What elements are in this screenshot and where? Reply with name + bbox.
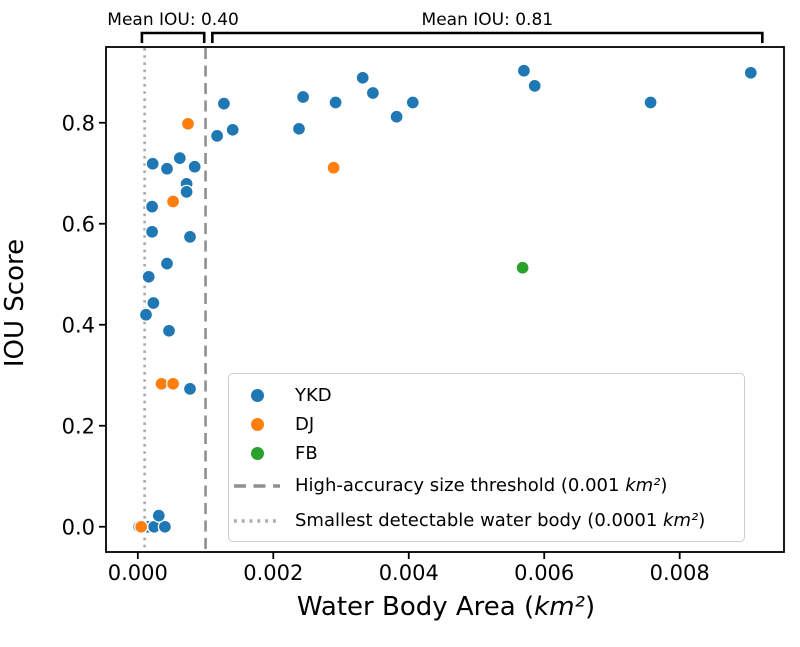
data-point-ykd — [516, 63, 532, 78]
data-point-ykd — [216, 96, 232, 111]
data-point-dj — [165, 376, 181, 391]
data-point-ykd — [157, 519, 173, 534]
data-point-ykd — [179, 184, 194, 200]
x-tick-label: 0.004 — [379, 561, 439, 585]
mean-iou-bracket — [211, 31, 764, 43]
mean-iou-label: Mean IOU: 0.81 — [422, 10, 554, 30]
legend-item: Smallest detectable water body (0.0001 k… — [229, 503, 744, 538]
data-point-ykd — [144, 224, 160, 239]
data-point-ykd — [328, 95, 343, 110]
legend-item: DJ — [229, 410, 744, 439]
data-point-ykd — [527, 78, 542, 94]
data-point-ykd — [187, 159, 202, 174]
legend-box: YKD DJ FB High-accuracy size threshold (0.0… — [228, 373, 745, 542]
data-point-ykd — [141, 269, 156, 284]
legend-dot-marker — [229, 447, 285, 460]
y-tick-label: 0.0 — [62, 515, 95, 539]
data-point-ykd — [151, 508, 166, 523]
data-point-ykd — [159, 256, 175, 271]
data-point-ykd — [389, 109, 404, 124]
legend-dot-marker — [229, 389, 285, 402]
legend-item: High-accuracy size threshold (0.001 km²) — [229, 468, 744, 503]
legend-item-label: FB — [295, 443, 318, 464]
data-point-ykd — [145, 156, 160, 171]
x-tick-label: 0.008 — [650, 561, 710, 585]
data-point-ykd — [182, 229, 198, 245]
data-point-ykd — [643, 95, 658, 110]
x-tick-label: 0.002 — [243, 561, 303, 585]
data-point-ykd — [146, 295, 161, 311]
legend-item: FB — [229, 439, 744, 468]
legend-item-label: Smallest detectable water body (0.0001 k… — [295, 510, 706, 531]
plot-border — [105, 46, 785, 553]
legend-item-label: DJ — [295, 414, 315, 435]
y-tick-label: 0.8 — [62, 111, 95, 135]
data-point-ykd — [138, 307, 154, 322]
legend-dot-marker — [229, 418, 285, 431]
data-point-ykd — [172, 150, 187, 166]
data-point-dj — [165, 194, 181, 209]
legend-dotted-marker — [229, 518, 285, 524]
x-tick-label: 0.006 — [514, 561, 574, 585]
y-tick-label: 0.6 — [62, 212, 95, 236]
data-point-ykd — [295, 89, 311, 105]
y-tick-label: 0.2 — [62, 414, 95, 438]
data-point-ykd — [743, 65, 758, 80]
legend-item-label: High-accuracy size threshold (0.001 km²) — [295, 475, 668, 496]
y-tick-label: 0.4 — [62, 313, 95, 337]
data-point-ykd — [365, 85, 381, 101]
data-point-ykd — [355, 70, 370, 85]
y-axis-label: IOU Score — [0, 238, 30, 368]
data-point-ykd — [209, 128, 225, 144]
data-point-dj — [326, 160, 341, 175]
mean-iou-bracket — [140, 31, 206, 43]
data-point-ykd — [405, 95, 420, 110]
x-axis-label: Water Body Area (km²) — [296, 592, 596, 622]
data-point-fb — [515, 260, 530, 275]
data-point-ykd — [182, 381, 198, 397]
legend-item-label: YKD — [295, 385, 332, 406]
x-tick-label: 0.000 — [108, 561, 168, 585]
data-point-ykd — [291, 121, 307, 136]
data-point-ykd — [144, 199, 160, 214]
data-point-dj — [134, 519, 149, 534]
legend-item: YKD — [229, 381, 744, 410]
data-point-ykd — [159, 161, 175, 176]
legend-dashed-marker — [229, 483, 285, 489]
data-point-ykd — [161, 323, 177, 338]
mean-iou-label: Mean IOU: 0.40 — [107, 10, 239, 30]
data-point-ykd — [225, 122, 240, 137]
data-point-dj — [180, 116, 196, 131]
